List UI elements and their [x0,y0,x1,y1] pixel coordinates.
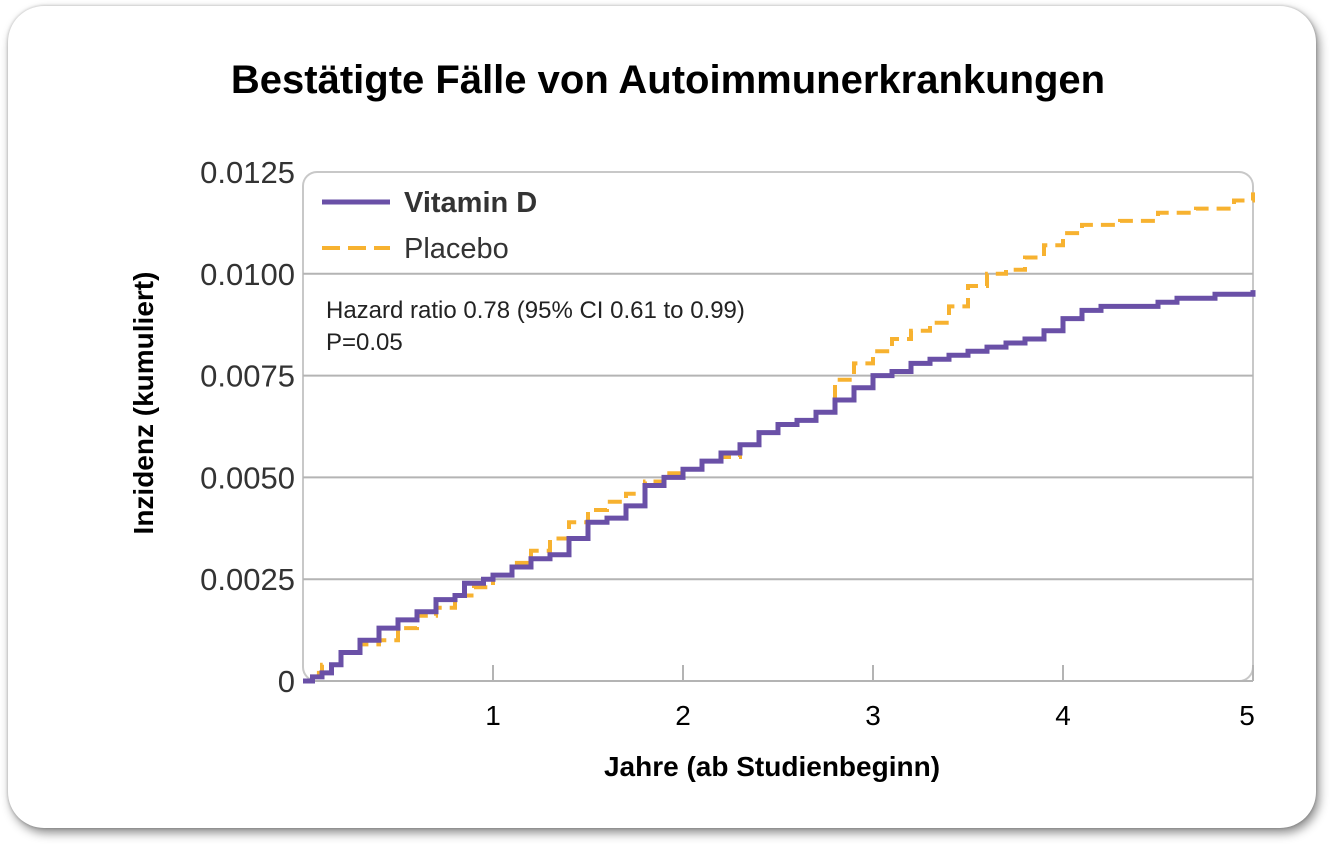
y-tick-label: 0 [278,664,295,699]
x-tick-label: 3 [865,700,881,731]
p-value-annotation: P=0.05 [326,329,403,356]
y-tick-label: 0.0050 [200,460,295,495]
y-tick-label: 0.0125 [200,155,295,190]
y-tick-label: 0.0075 [200,359,295,394]
x-tick-label: 2 [675,700,691,731]
legend-label-placebo: Placebo [404,233,509,265]
x-tick-label: 5 [1239,700,1255,731]
series-line-vitamin-d [303,290,1256,684]
x-axis-label: Jahre (ab Studienbeginn) [604,751,940,782]
legend-label-vitamin-d: Vitamin D [404,187,537,219]
chart-title: Bestätigte Fälle von Autoimmunerkrankung… [231,58,1105,102]
x-tick-label: 4 [1055,700,1071,731]
y-tick-label: 0.0100 [200,257,295,292]
plot-area: 1 2 3 4 5 0 0.0025 0.0050 0.0075 0.0100 0.0125 Vita… [200,155,1256,731]
y-tick-label: 0.0025 [200,562,295,597]
hazard-ratio-annotation: Hazard ratio 0.78 (95% CI 0.61 to 0.99) [326,297,745,324]
y-axis-label: Inzidenz (kumuliert) [128,272,159,535]
x-tick-label: 1 [485,700,501,731]
